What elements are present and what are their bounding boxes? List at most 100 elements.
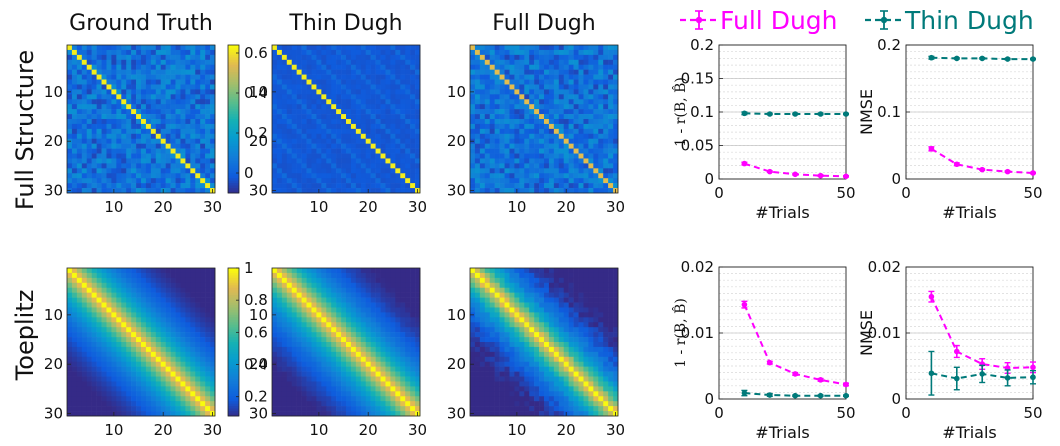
heatmap-cell: [111, 317, 117, 323]
heatmap-cell: [603, 104, 609, 110]
heatmap-cell: [355, 163, 362, 169]
heatmap-cell: [190, 277, 196, 284]
heatmap-cell: [524, 114, 530, 120]
heatmap-cell: [272, 332, 278, 338]
heatmap-cell: [160, 94, 166, 100]
heatmap-cell: [568, 133, 574, 140]
heatmap-cell: [301, 411, 307, 417]
heatmap-cell: [101, 337, 107, 343]
heatmap-cell: [111, 381, 117, 387]
heatmap-cell: [96, 133, 102, 140]
heatmap-cell: [331, 411, 337, 417]
heatmap-cell: [563, 268, 569, 274]
heatmap-cell: [470, 143, 476, 149]
heatmap-cell: [499, 64, 505, 70]
heatmap-cell: [210, 123, 216, 130]
heatmap-cell: [583, 292, 589, 298]
heatmap-cell: [573, 163, 579, 169]
heatmap-cell: [514, 307, 520, 313]
heatmap-cell: [106, 109, 112, 115]
heatmap-cell: [336, 138, 342, 144]
heatmap-cell: [375, 54, 381, 61]
heatmap-cell: [91, 406, 97, 412]
heatmap-cell: [474, 133, 481, 140]
heatmap-cell: [311, 411, 317, 417]
heatmap-cell: [160, 64, 166, 70]
heatmap-cell: [111, 148, 117, 154]
heatmap-cell: [375, 337, 381, 343]
heatmap-cell: [91, 346, 97, 353]
heatmap-cell: [548, 79, 555, 85]
heatmap-cell: [509, 104, 515, 110]
heatmap-cell: [593, 163, 599, 169]
heatmap-cell: [185, 268, 191, 274]
heatmap-cell: [608, 64, 614, 70]
heatmap-cell: [400, 386, 406, 392]
heatmap-cell: [316, 45, 322, 51]
heatmap-cell: [131, 128, 137, 135]
heatmap-cell: [301, 99, 307, 105]
heatmap-cell: [86, 322, 92, 328]
heatmap-cell: [588, 69, 594, 75]
heatmap-cell: [150, 302, 157, 308]
heatmap-cell: [534, 307, 540, 313]
heatmap-cell: [126, 59, 132, 66]
heatmap-cell: [121, 64, 127, 70]
heatmap-cell: [116, 89, 122, 95]
heatmap-cell: [380, 133, 386, 140]
heatmap-cell: [316, 332, 322, 338]
heatmap-cell: [136, 178, 142, 184]
heatmap-cell: [316, 178, 322, 184]
heatmap-cell: [484, 104, 491, 110]
heatmap-cell: [400, 94, 406, 100]
heatmap-cell: [360, 59, 367, 66]
heatmap-cell: [71, 376, 78, 382]
heatmap-cell: [509, 94, 515, 100]
heatmap-cell: [410, 287, 416, 293]
heatmap-cell: [395, 49, 401, 56]
heatmap-cell: [336, 322, 342, 328]
heatmap-cell: [474, 312, 481, 318]
heatmap-cell: [400, 59, 406, 66]
heatmap-cell: [272, 327, 278, 333]
heatmap-cell: [175, 49, 181, 56]
heatmap-cell: [136, 64, 142, 70]
heatmap-cell: [346, 366, 352, 372]
heatmap-cell: [150, 79, 157, 85]
heatmap-cell: [524, 54, 530, 61]
heatmap-cell: [311, 342, 317, 348]
heatmap-cell: [81, 381, 88, 387]
heatmap-cell: [593, 104, 599, 110]
heatmap-cell: [291, 322, 297, 328]
heatmap-cell: [355, 45, 362, 51]
heatmap-cell: [553, 302, 560, 308]
heatmap-cell: [145, 346, 152, 353]
heatmap-cell: [395, 188, 401, 194]
heatmap-cell: [291, 163, 297, 169]
heatmap-cell: [390, 173, 396, 179]
heatmap-cell: [96, 376, 102, 382]
heatmap-cell: [136, 346, 142, 353]
heatmap-cell: [185, 178, 191, 184]
heatmap-cell: [276, 114, 283, 120]
heatmap-frame: [271, 267, 421, 417]
heatmap-cell: [400, 292, 406, 298]
heatmap-cell: [170, 45, 176, 51]
heatmap-cell: [106, 282, 112, 289]
heatmap-cell: [76, 396, 83, 402]
heatmap-cell: [200, 54, 206, 61]
heatmap-cell: [276, 45, 283, 51]
heatmap-cell: [126, 282, 132, 289]
heatmap-cell: [410, 376, 416, 382]
heatmap-cell: [165, 123, 171, 130]
heatmap-cell: [380, 104, 386, 110]
heatmap-cell: [405, 128, 411, 135]
heatmap-cell: [131, 376, 137, 382]
heatmap-cell: [131, 282, 137, 289]
colorbar-segment: [228, 99, 239, 103]
heatmap-cell: [598, 64, 604, 70]
heatmap-cell: [336, 178, 342, 184]
heatmap-cell: [281, 133, 288, 140]
heatmap-cell: [326, 138, 332, 144]
heatmap-cell: [326, 302, 332, 308]
